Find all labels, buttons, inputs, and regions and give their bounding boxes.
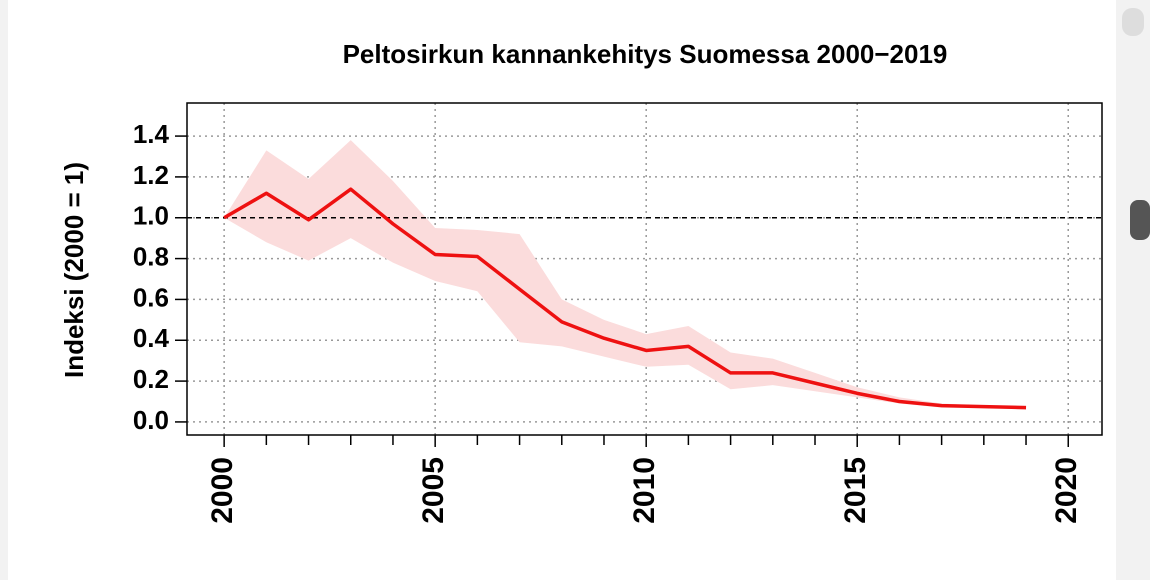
chart-title: Peltosirkun kannankehitys Suomessa 2000−… xyxy=(343,39,948,69)
y-tick-label: 0.0 xyxy=(133,405,169,435)
y-tick-label: 1.2 xyxy=(133,160,169,190)
y-tick-label: 1.0 xyxy=(133,201,169,231)
y-tick-label: 0.2 xyxy=(133,364,169,394)
y-tick-label: 1.4 xyxy=(133,119,170,149)
side-image xyxy=(1122,8,1144,36)
x-tick-label: 2020 xyxy=(1050,457,1083,524)
side-image xyxy=(1130,200,1150,240)
plot-frame xyxy=(186,102,1103,436)
y-tick-label: 0.4 xyxy=(133,323,170,353)
confidence-band xyxy=(224,140,1027,410)
y-tick-label: 0.8 xyxy=(133,241,169,271)
x-tick-label: 2010 xyxy=(628,457,661,524)
y-tick-label: 0.6 xyxy=(133,282,169,312)
x-tick-label: 2005 xyxy=(417,457,450,524)
series-line xyxy=(223,187,1027,410)
x-tick-label: 2015 xyxy=(839,457,872,524)
card xyxy=(8,0,1116,580)
x-tick-label: 2000 xyxy=(206,457,239,524)
y-axis-label: Indeksi (2000 = 1) xyxy=(59,162,89,378)
